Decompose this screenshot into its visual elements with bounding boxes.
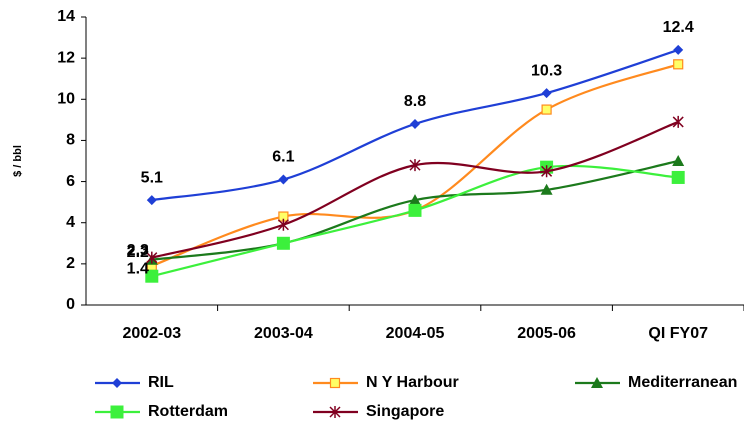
series-line xyxy=(151,164,679,278)
data-label: 10.3 xyxy=(531,62,562,79)
x-tick-label: QI FY07 xyxy=(648,325,708,342)
marker xyxy=(673,59,684,70)
legend-marker xyxy=(329,377,341,389)
marker xyxy=(671,170,685,184)
legend-marker xyxy=(591,377,603,388)
marker xyxy=(541,104,552,115)
marker xyxy=(672,115,684,128)
data-label: 5.1 xyxy=(141,169,163,186)
legend-marker xyxy=(112,378,122,388)
marker xyxy=(277,218,289,231)
y-tick-label: 4 xyxy=(66,214,75,231)
marker xyxy=(540,183,553,195)
marker xyxy=(146,251,158,264)
x-tick-label: 2002-03 xyxy=(122,325,181,342)
y-axis-label: $ / bbl xyxy=(12,145,24,177)
x-tick-label: 2004-05 xyxy=(386,325,445,342)
data-label: 2.3 xyxy=(127,242,149,259)
legend-marker xyxy=(329,406,341,418)
marker xyxy=(278,174,289,185)
y-tick-label: 8 xyxy=(66,132,75,149)
marker xyxy=(541,165,553,178)
marker xyxy=(541,88,552,99)
legend-label: N Y Harbour xyxy=(366,374,459,391)
y-tick-label: 12 xyxy=(57,49,75,66)
marker xyxy=(672,155,685,166)
marker xyxy=(409,159,421,172)
data-label: 1.4 xyxy=(127,260,149,277)
y-tick-label: 2 xyxy=(66,255,75,272)
data-label: 8.8 xyxy=(404,93,426,110)
legend-label: Singapore xyxy=(366,403,444,420)
marker xyxy=(673,44,684,55)
x-tick-label: 2003-04 xyxy=(254,325,313,342)
marker xyxy=(410,118,420,129)
data-label: 12.4 xyxy=(663,19,694,36)
y-tick-label: 10 xyxy=(57,91,75,108)
y-tick-label: 6 xyxy=(66,173,75,190)
legend-label: Mediterranean xyxy=(628,374,737,391)
legend-marker xyxy=(110,405,124,419)
x-tick-label: 2005-06 xyxy=(517,325,576,342)
y-tick-label: 0 xyxy=(66,296,75,313)
marker xyxy=(276,236,290,250)
legend-label: Rotterdam xyxy=(148,403,228,420)
data-label: 2.2 xyxy=(127,244,149,261)
legend-label: RIL xyxy=(148,374,174,391)
marker xyxy=(409,194,421,206)
marker xyxy=(408,203,422,217)
data-label: 6.1 xyxy=(272,149,294,166)
marker xyxy=(146,195,157,206)
y-tick-label: 14 xyxy=(57,8,75,25)
marker xyxy=(145,269,159,283)
